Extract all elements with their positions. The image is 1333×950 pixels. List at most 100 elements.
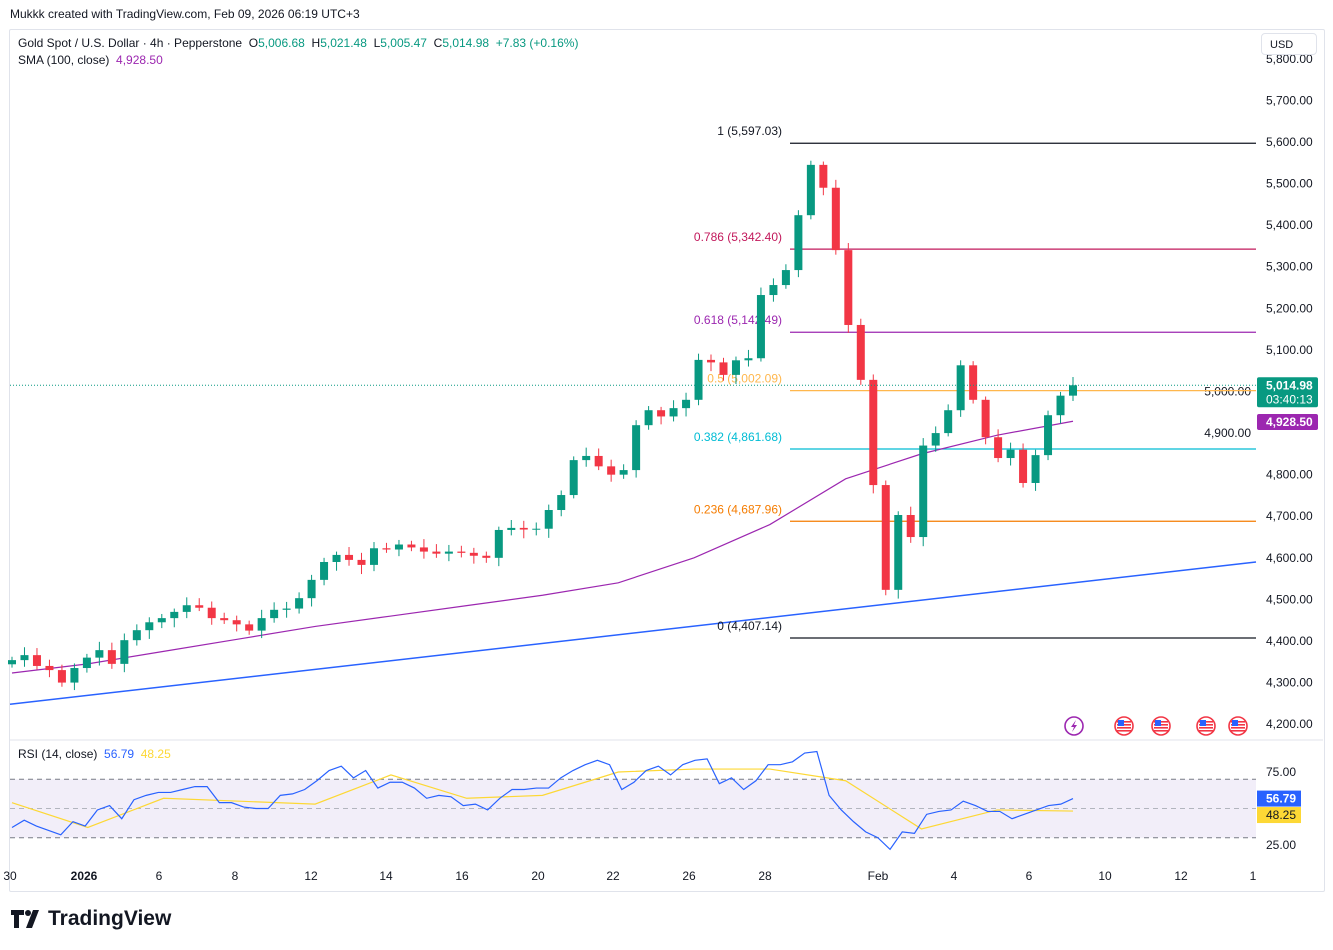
candle-body	[307, 579, 316, 599]
trendline	[9, 561, 1257, 705]
flag-stripe	[1231, 727, 1245, 729]
symbol-title[interactable]: Gold Spot / U.S. Dollar · 4h · Peppersto…	[18, 36, 243, 50]
rsi-ma-line	[11, 768, 1074, 830]
candle-body	[494, 529, 503, 558]
price-tick-label: 5,500.00	[1266, 177, 1313, 191]
candle-body	[432, 551, 441, 554]
open-label: O	[248, 36, 259, 50]
candle-body	[444, 551, 453, 554]
candle-body	[419, 547, 428, 552]
candle-body	[519, 527, 528, 530]
price-tick-label: 4,800.00	[1266, 468, 1313, 482]
us-flag-icon	[1114, 716, 1134, 736]
price-tick-label: 5,000.00	[1204, 384, 1251, 398]
time-tick-label: 28	[758, 869, 772, 883]
candle-body	[507, 527, 516, 530]
close-value: 5,014.98	[442, 36, 490, 50]
us-flag-icon	[1196, 716, 1216, 736]
time-tick-label: 10	[1098, 869, 1112, 883]
rsi-label[interactable]: RSI (14, close)	[18, 747, 98, 761]
candle-body	[45, 665, 54, 671]
price-tick-label: 5,200.00	[1266, 301, 1313, 315]
candle-body	[819, 164, 828, 188]
time-tick-label: 16	[455, 869, 469, 883]
time-tick-label: 30	[3, 869, 17, 883]
last-price-label: 5,014.98	[1266, 378, 1313, 392]
time-tick-label: Feb	[868, 869, 889, 883]
fib-level-label: 0 (4,407.14)	[717, 619, 782, 633]
price-tick-label: 4,900.00	[1204, 426, 1251, 440]
flag-stripe	[1231, 730, 1245, 732]
flag-stripe	[1154, 727, 1168, 729]
price-tick-label: 5,300.00	[1266, 260, 1313, 274]
fib-level-label: 0.236 (4,687.96)	[694, 502, 782, 516]
flag-stripe	[1154, 730, 1168, 732]
candle-body	[145, 622, 154, 631]
candle-body	[806, 164, 815, 216]
candle-body	[1044, 415, 1053, 456]
fib-level-label: 0.786 (5,342.40)	[694, 230, 782, 244]
candle-body	[482, 555, 491, 558]
flag-stripe	[1199, 730, 1213, 732]
time-tick-label: 12	[304, 869, 318, 883]
candle-body	[869, 379, 878, 486]
flag-canton	[1232, 720, 1238, 726]
candle-body	[320, 561, 329, 580]
candle-body	[769, 285, 778, 296]
us-flag-icon	[1151, 716, 1171, 736]
candle-body	[369, 548, 378, 565]
time-tick-label: 8	[232, 869, 239, 883]
rsi-line	[11, 750, 1074, 851]
candle-body	[707, 359, 716, 363]
candle-body	[544, 510, 553, 529]
candle-body	[107, 650, 116, 664]
candle-body	[831, 187, 840, 251]
lightning-icon	[1064, 716, 1084, 736]
rsi-value-label: 56.79	[1266, 792, 1296, 806]
candle-body	[357, 559, 366, 565]
candle-body	[956, 365, 965, 411]
flag-stripe	[1117, 730, 1131, 732]
candle-body	[70, 668, 79, 683]
sma-value: 4,928.50	[116, 53, 163, 67]
price-tick-label: 5,100.00	[1266, 343, 1313, 357]
candle-body	[644, 410, 653, 426]
rsi-tick-label: 75.00	[1266, 765, 1296, 779]
candle-body	[257, 618, 266, 631]
time-tick-label: 22	[606, 869, 620, 883]
price-tick-label: 4,300.00	[1266, 676, 1313, 690]
rsi-value-badge	[1257, 790, 1301, 807]
fib-level-label: 1 (5,597.03)	[717, 124, 782, 138]
time-tick-label: 4	[951, 869, 958, 883]
time-tick-label: 26	[682, 869, 696, 883]
high-value: 5,021.48	[320, 36, 367, 50]
flag-canton	[1118, 720, 1124, 726]
time-tick-label: 20	[531, 869, 545, 883]
rsi-ma-badge	[1257, 807, 1301, 824]
us-flag-icon	[1228, 716, 1248, 736]
time-tick-label: 12	[1174, 869, 1188, 883]
candle-body	[682, 399, 691, 409]
time-tick-label: 6	[156, 869, 163, 883]
candle-body	[232, 620, 241, 625]
sma-label[interactable]: SMA (100, close)	[18, 53, 110, 67]
candle-body	[582, 455, 591, 461]
candle-body	[756, 295, 765, 359]
candle-body	[382, 548, 391, 550]
currency-button[interactable]: USD	[1261, 33, 1317, 55]
candle-body	[894, 514, 903, 590]
tradingview-logo[interactable]: TradingView	[11, 907, 171, 931]
candle-body	[632, 425, 641, 471]
fib-level-label: 0.5 (5,002.09)	[707, 372, 782, 386]
low-label: L	[373, 36, 381, 50]
candle-body	[332, 554, 341, 562]
price-tick-label: 5,600.00	[1266, 135, 1313, 149]
rsi-tick-label: 25.00	[1266, 838, 1296, 852]
candle-body	[781, 270, 790, 286]
candle-body	[744, 358, 753, 361]
price-tick-label: 4,600.00	[1266, 551, 1313, 565]
rsi-ma-value: 48.25	[140, 747, 171, 761]
candle-body	[1006, 449, 1015, 459]
chart-frame	[9, 29, 1325, 892]
